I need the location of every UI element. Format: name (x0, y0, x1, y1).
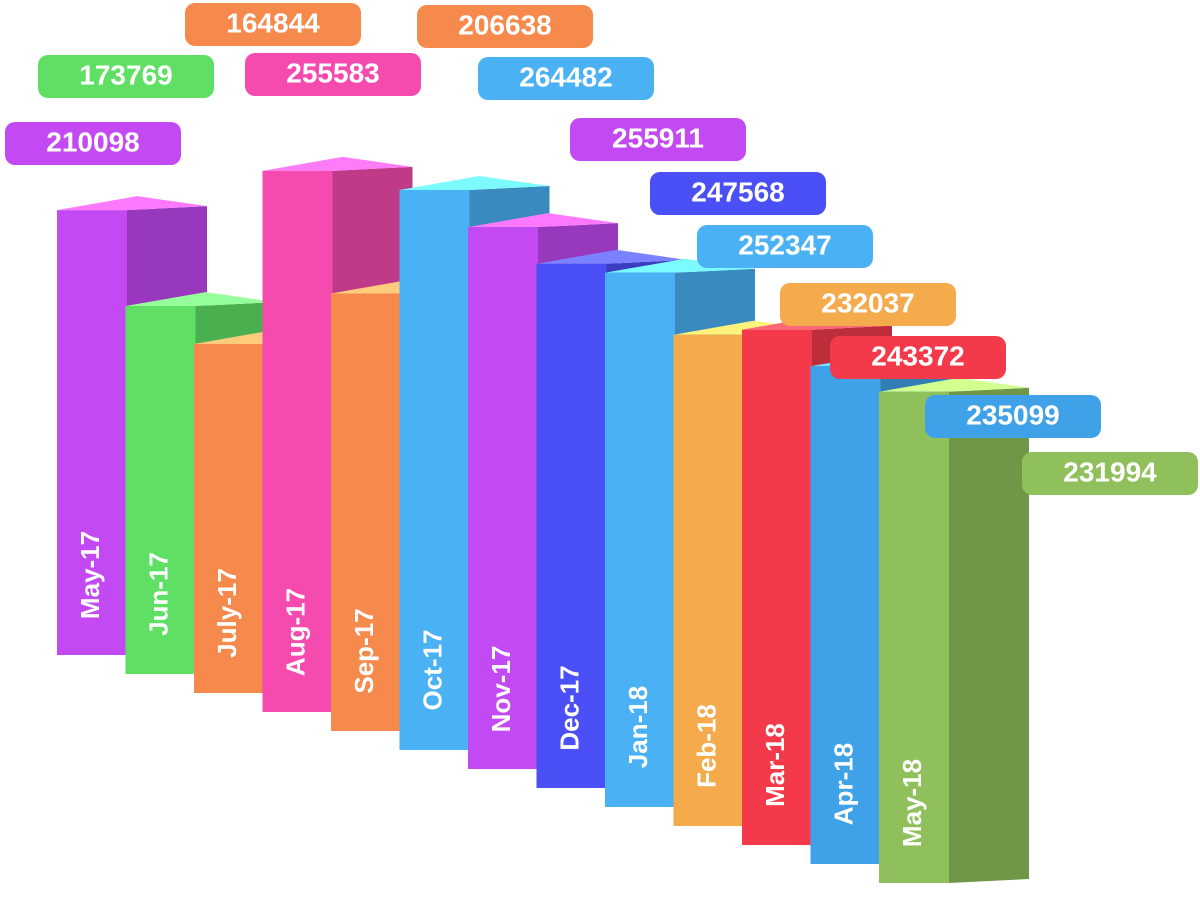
bar-top (468, 213, 618, 228)
value-pill (245, 53, 421, 96)
bar (810, 366, 881, 864)
bar (194, 343, 264, 693)
value-pill (185, 3, 361, 46)
value-label: 231994 (1063, 456, 1157, 487)
category-label: Apr-18 (828, 743, 858, 825)
value-label: 247568 (691, 176, 784, 207)
bar (57, 210, 127, 655)
value-label: 232037 (821, 287, 914, 318)
bar (331, 293, 401, 731)
bar (605, 272, 675, 808)
value-label: 235099 (966, 399, 1059, 430)
category-label: July-17 (212, 568, 242, 658)
value-pill (5, 122, 181, 165)
bar (673, 334, 744, 826)
value-pill (478, 57, 654, 100)
value-label: 255911 (612, 122, 704, 153)
value-pill (417, 5, 593, 48)
category-label: Dec-17 (554, 665, 584, 750)
category-label: Jan-18 (623, 686, 653, 768)
category-label: Jun-17 (143, 552, 173, 636)
category-label: Nov-17 (486, 646, 516, 733)
category-label: May-18 (897, 759, 927, 847)
category-label: Sep-17 (349, 608, 379, 693)
bar-side (949, 387, 1029, 883)
bar (536, 263, 607, 788)
value-pill (650, 172, 826, 215)
value-pill (780, 283, 956, 326)
bar-top (399, 176, 550, 190)
bar (879, 391, 949, 883)
value-pill (925, 395, 1101, 438)
value-pill (697, 225, 873, 268)
value-label: 173769 (79, 59, 172, 90)
value-label: 243372 (871, 340, 964, 371)
value-pill (1022, 452, 1198, 495)
bar (399, 190, 470, 750)
category-label: Mar-18 (760, 723, 790, 807)
bar-top (536, 249, 687, 264)
category-label: Oct-17 (417, 630, 447, 711)
bar (125, 306, 196, 674)
bar-top (57, 196, 207, 211)
bar (742, 329, 812, 846)
value-pill (38, 55, 214, 98)
value-pill (830, 336, 1006, 379)
value-label: 164844 (226, 7, 320, 38)
category-label: May-17 (75, 531, 105, 619)
bar-top (605, 258, 755, 273)
category-label: Aug-17 (280, 588, 310, 676)
bar (262, 170, 333, 712)
category-label: Feb-18 (691, 704, 721, 788)
value-label: 264482 (519, 61, 612, 92)
bar-top (262, 156, 413, 171)
value-label: 206638 (458, 9, 551, 40)
bar (468, 227, 538, 770)
value-label: 210098 (46, 126, 139, 157)
value-pill (570, 118, 746, 161)
value-label: 255583 (286, 57, 379, 88)
bar-top (125, 292, 276, 307)
value-label: 252347 (738, 229, 831, 260)
bar-top (879, 377, 1029, 392)
